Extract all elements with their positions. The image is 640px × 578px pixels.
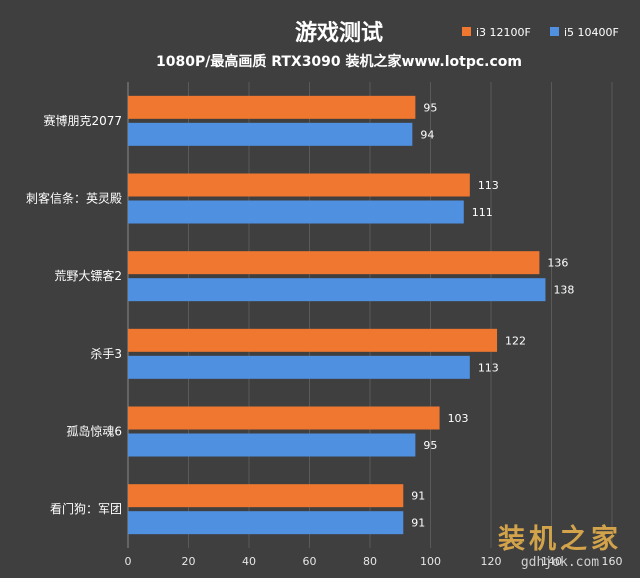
data-label: 91 — [411, 490, 425, 503]
x-tick-labels: 0 20 40 60 80 100 120 140 160 — [125, 555, 623, 568]
x-tick-label: 0 — [125, 555, 132, 568]
bar — [128, 433, 416, 457]
x-tick-label: 20 — [182, 555, 196, 568]
x-tick-label: 100 — [420, 555, 441, 568]
x-tick-label: 60 — [303, 555, 317, 568]
bar — [128, 406, 440, 430]
legend-label-i5: i5 10400F — [564, 26, 619, 39]
x-tick-label: 120 — [481, 555, 502, 568]
category-label: 刺客信条：英灵殿 — [26, 191, 122, 206]
bar — [128, 355, 470, 379]
bars: 95 94 113 111 136 138 122 113 103 95 91 91 — [128, 95, 574, 535]
x-tick-label: 140 — [541, 555, 562, 568]
bar — [128, 511, 404, 535]
bar — [128, 122, 413, 146]
legend-label-i3: i3 12100F — [476, 26, 531, 39]
data-label: 111 — [472, 206, 493, 219]
category-label: 杀手3 — [90, 346, 122, 361]
bar — [128, 200, 464, 224]
category-label: 孤岛惊魂6 — [66, 424, 122, 439]
legend-swatch-i3 — [462, 27, 471, 36]
chart-title: 游戏测试 — [295, 20, 383, 46]
bar — [128, 328, 498, 352]
bar — [128, 484, 404, 508]
data-label: 113 — [478, 179, 499, 192]
legend-swatch-i5 — [550, 27, 559, 36]
category-label: 赛博朋克2077 — [43, 113, 122, 128]
data-label: 138 — [553, 284, 574, 297]
data-label: 103 — [448, 412, 469, 425]
data-label: 95 — [423, 439, 437, 452]
legend: i3 12100F i5 10400F — [462, 26, 619, 39]
bar — [128, 278, 546, 302]
x-tick-label: 40 — [242, 555, 256, 568]
data-label: 91 — [411, 517, 425, 530]
chart-subtitle: 1080P/最高画质 RTX3090 装机之家www.lotpc.com — [156, 53, 522, 70]
data-label: 122 — [505, 334, 526, 347]
bar — [128, 251, 540, 275]
gridlines — [127, 82, 613, 548]
data-label: 94 — [420, 128, 434, 141]
data-label: 113 — [478, 361, 499, 374]
data-label: 136 — [547, 257, 568, 270]
x-tick-label: 160 — [602, 555, 623, 568]
x-tick-label: 80 — [363, 555, 377, 568]
bar — [128, 173, 470, 197]
category-label: 看门狗：军团 — [50, 501, 122, 516]
bar — [128, 95, 416, 119]
data-label: 95 — [423, 101, 437, 114]
category-label: 荒野大镖客2 — [54, 268, 122, 283]
